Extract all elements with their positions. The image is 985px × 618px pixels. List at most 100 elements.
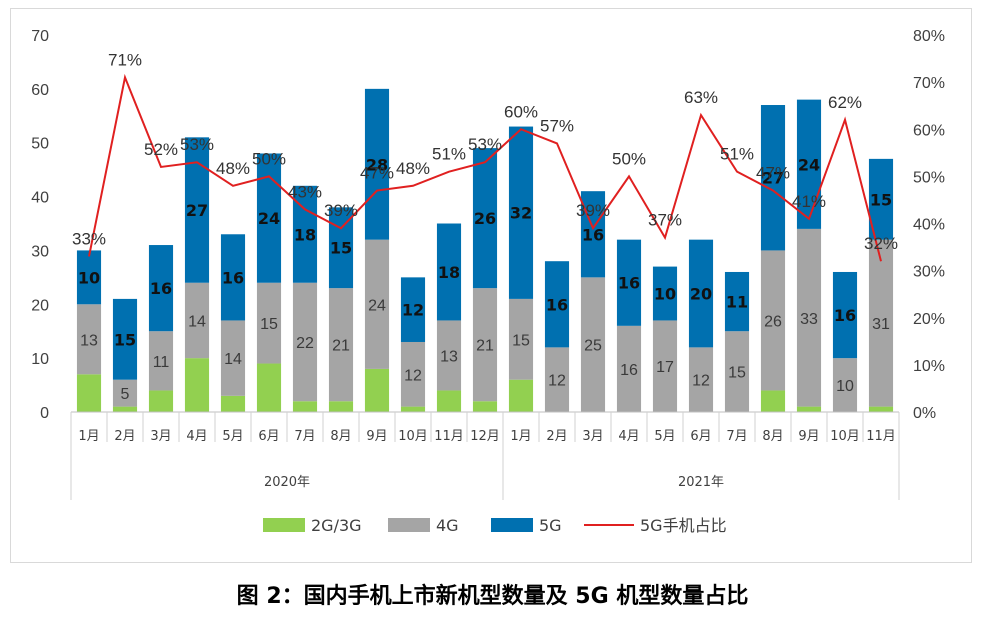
- bar-label-5g: 18: [294, 225, 316, 244]
- bar-5g: [544, 261, 570, 348]
- bar-label-5g: 16: [582, 225, 604, 244]
- bar-2g-3g: [760, 390, 786, 412]
- bar-label-4g: 13: [80, 332, 98, 349]
- bar-label-5g: 10: [78, 268, 100, 287]
- line-point-label: 37%: [648, 211, 682, 230]
- bar-label-4g: 14: [224, 351, 242, 368]
- bar-label-5g: 15: [114, 330, 136, 349]
- y-tick-label: 0: [40, 405, 49, 422]
- bar-4g: [256, 282, 282, 364]
- line-point-label: 39%: [576, 201, 610, 220]
- bar-2g-3g: [472, 401, 498, 412]
- bar-4g: [652, 320, 678, 412]
- figure-caption: 图 2：国内手机上市新机型数量及 5G 机型数量占比: [236, 584, 749, 609]
- bar-5g: [580, 191, 606, 278]
- x-tick-label: 11月: [866, 429, 896, 444]
- bar-2g-3g: [148, 390, 174, 412]
- bar-2g-3g: [364, 368, 390, 412]
- y-tick-label: 30: [31, 243, 49, 260]
- bar-label-4g: 12: [404, 367, 422, 384]
- x-tick-label: 3月: [150, 429, 171, 444]
- y2-tick-label: 80%: [913, 28, 945, 45]
- bar-label-4g: 31: [872, 316, 890, 333]
- bar-label-4g: 17: [656, 359, 674, 376]
- year-group-label: 2021年: [678, 475, 724, 490]
- line-point-label: 39%: [324, 201, 358, 220]
- x-tick-label: 8月: [762, 429, 783, 444]
- bar-4g: [688, 347, 714, 412]
- bar-4g: [724, 331, 750, 412]
- line-point-label: 32%: [864, 234, 898, 253]
- line-point-label: 48%: [396, 159, 430, 178]
- bar-label-5g: 20: [690, 285, 712, 304]
- y2-tick-label: 30%: [913, 264, 945, 281]
- bar-label-5g: 18: [438, 263, 460, 282]
- bar-label-5g: 16: [618, 274, 640, 293]
- bar-5g: [796, 99, 822, 229]
- bar-label-4g: 26: [764, 313, 782, 330]
- line-point-label: 48%: [216, 159, 250, 178]
- bar-5g: [616, 239, 642, 326]
- line-point-label: 71%: [108, 50, 142, 69]
- bar-label-4g: 25: [584, 338, 602, 355]
- x-tick-label: 4月: [186, 429, 207, 444]
- x-tick-label: 6月: [258, 429, 279, 444]
- x-tick-label: 4月: [618, 429, 639, 444]
- bar-4g: [544, 347, 570, 412]
- bar-label-5g: 16: [222, 268, 244, 287]
- bar-label-5g: 15: [330, 239, 352, 258]
- bar-5g: [832, 271, 858, 359]
- bar-label-4g: 5: [121, 386, 130, 403]
- chart-frame: 0 10 20 30 40 50 60 70 0% 10% 20% 30% 40% 50% 60% 70% 80…: [10, 8, 972, 563]
- bar-5g: [652, 266, 678, 321]
- bar-4g: [400, 341, 426, 407]
- x-tick-label: 10月: [830, 429, 860, 444]
- x-tick-label: 1月: [78, 429, 99, 444]
- bar-4g: [364, 239, 390, 369]
- bar-4g: [76, 304, 102, 375]
- bar-4g: [148, 331, 174, 391]
- x-tick-label: 9月: [366, 429, 387, 444]
- bar-5g: [256, 153, 282, 283]
- x-tick-label: 5月: [222, 429, 243, 444]
- legend-swatch: [388, 518, 430, 532]
- bar-5g: [148, 245, 174, 332]
- x-tick-label: 12月: [470, 429, 500, 444]
- bar-4g: [868, 239, 894, 407]
- line-point-label: 47%: [756, 164, 790, 183]
- line-point-label: 33%: [72, 229, 106, 248]
- bar-label-4g: 15: [728, 365, 746, 382]
- y-tick-label: 10: [31, 351, 49, 368]
- bar-label-5g: 27: [762, 169, 784, 188]
- bar-4g: [616, 325, 642, 412]
- bar-4g: [220, 320, 246, 396]
- bar-4g: [184, 282, 210, 359]
- x-tick-label: 10月: [398, 429, 428, 444]
- bar-label-4g: 21: [332, 338, 350, 355]
- x-tick-label: 2月: [546, 429, 567, 444]
- bar-2g-3g: [292, 401, 318, 412]
- x-tick-label: 7月: [726, 429, 747, 444]
- y2-tick-label: 40%: [913, 217, 945, 234]
- bar-label-5g: 16: [834, 306, 856, 325]
- x-tick-label: 2月: [114, 429, 135, 444]
- y-tick-label: 50: [31, 136, 49, 153]
- line-point-label: 52%: [144, 140, 178, 159]
- y-tick-label: 20: [31, 297, 49, 314]
- bar-label-4g: 12: [548, 373, 566, 390]
- line-point-label: 57%: [540, 116, 574, 135]
- bar-5g: [400, 277, 426, 342]
- bar-2g-3g: [436, 390, 462, 412]
- y2-tick-label: 0%: [913, 405, 936, 422]
- bar-2g-3g: [112, 406, 138, 412]
- line-point-label: 50%: [252, 149, 286, 168]
- bar-label-4g: 22: [296, 335, 314, 352]
- bar-5g: [364, 88, 390, 240]
- bar-4g: [112, 379, 138, 407]
- line-point-label: 63%: [684, 88, 718, 107]
- bar-label-4g: 15: [260, 316, 278, 333]
- legend-label: 4G: [436, 516, 459, 535]
- bar-5g: [688, 239, 714, 348]
- bar-label-5g: 27: [186, 201, 208, 220]
- bar-label-4g: 11: [153, 354, 170, 371]
